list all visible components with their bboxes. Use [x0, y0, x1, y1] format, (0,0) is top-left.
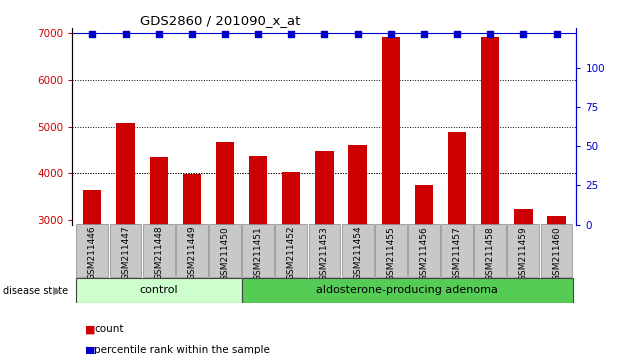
Point — [220, 31, 230, 37]
Bar — [448, 132, 466, 354]
FancyBboxPatch shape — [143, 224, 175, 277]
Text: ■: ■ — [85, 324, 96, 334]
FancyBboxPatch shape — [241, 278, 573, 303]
Text: GSM211458: GSM211458 — [486, 226, 495, 280]
Bar — [149, 157, 168, 354]
Bar — [382, 37, 400, 354]
Bar — [249, 155, 267, 354]
Point — [253, 31, 263, 37]
Point — [386, 31, 396, 37]
Bar — [316, 152, 333, 354]
Point — [353, 31, 363, 37]
Point — [485, 31, 495, 37]
Point — [452, 31, 462, 37]
Bar — [514, 209, 532, 354]
Text: GSM211451: GSM211451 — [254, 226, 263, 280]
Bar — [83, 190, 101, 354]
Text: GSM211446: GSM211446 — [88, 226, 97, 280]
Bar — [481, 37, 500, 354]
FancyBboxPatch shape — [275, 224, 307, 277]
Point — [518, 31, 529, 37]
FancyBboxPatch shape — [110, 224, 141, 277]
FancyBboxPatch shape — [242, 224, 274, 277]
FancyBboxPatch shape — [76, 278, 241, 303]
Text: GSM211459: GSM211459 — [519, 226, 528, 280]
Text: GSM211460: GSM211460 — [552, 226, 561, 280]
Bar — [117, 123, 135, 354]
Text: ▶: ▶ — [53, 286, 61, 296]
Bar — [415, 185, 433, 354]
Text: GSM211452: GSM211452 — [287, 226, 296, 280]
FancyBboxPatch shape — [474, 224, 506, 277]
Text: GSM211456: GSM211456 — [420, 226, 428, 280]
Text: control: control — [139, 285, 178, 295]
Text: GSM211453: GSM211453 — [320, 226, 329, 280]
Text: GSM211457: GSM211457 — [452, 226, 462, 280]
Text: GSM211455: GSM211455 — [386, 226, 395, 280]
FancyBboxPatch shape — [408, 224, 440, 277]
Text: GSM211454: GSM211454 — [353, 226, 362, 280]
Text: GSM211450: GSM211450 — [220, 226, 229, 280]
Bar — [348, 145, 367, 354]
Point — [186, 31, 197, 37]
Point — [319, 31, 329, 37]
Text: count: count — [94, 324, 124, 334]
Point — [120, 31, 130, 37]
FancyBboxPatch shape — [341, 224, 374, 277]
FancyBboxPatch shape — [441, 224, 473, 277]
Text: GSM211447: GSM211447 — [121, 226, 130, 280]
FancyBboxPatch shape — [209, 224, 241, 277]
FancyBboxPatch shape — [176, 224, 208, 277]
Point — [419, 31, 429, 37]
Bar — [183, 174, 201, 354]
Text: percentile rank within the sample: percentile rank within the sample — [94, 346, 270, 354]
Point — [154, 31, 164, 37]
Bar — [547, 216, 566, 354]
FancyBboxPatch shape — [76, 224, 108, 277]
Text: GDS2860 / 201090_x_at: GDS2860 / 201090_x_at — [140, 14, 301, 27]
Bar — [282, 172, 301, 354]
FancyBboxPatch shape — [541, 224, 573, 277]
Text: aldosterone-producing adenoma: aldosterone-producing adenoma — [316, 285, 498, 295]
Text: GSM211448: GSM211448 — [154, 226, 163, 280]
FancyBboxPatch shape — [309, 224, 340, 277]
Point — [551, 31, 561, 37]
FancyBboxPatch shape — [508, 224, 539, 277]
Text: disease state: disease state — [3, 286, 68, 296]
Bar — [216, 142, 234, 354]
Point — [88, 31, 98, 37]
Text: GSM211449: GSM211449 — [187, 226, 197, 280]
FancyBboxPatch shape — [375, 224, 407, 277]
Text: ■: ■ — [85, 346, 96, 354]
Point — [286, 31, 296, 37]
